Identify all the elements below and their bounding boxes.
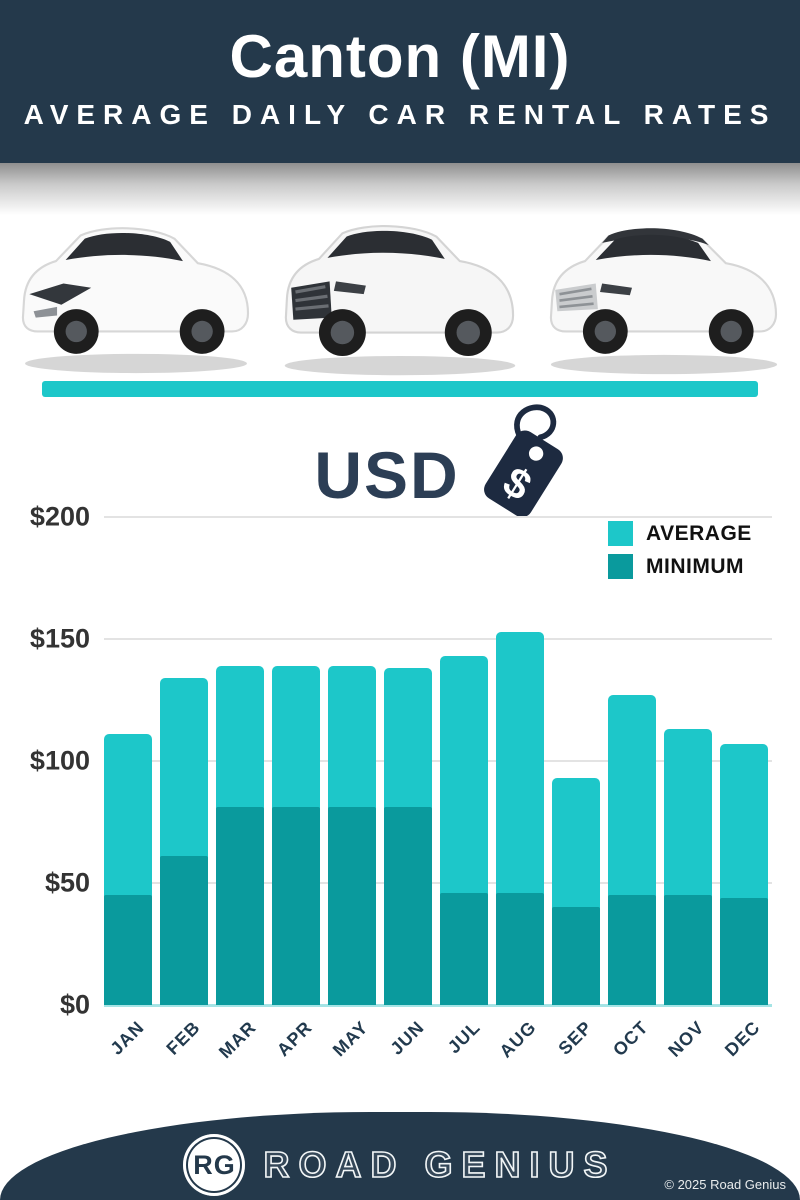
legend-item-minimum: MINIMUM: [608, 554, 752, 579]
minimum-bar-jul: [440, 892, 488, 1005]
gridline-100: [104, 760, 772, 762]
minimum-color-swatch: [608, 554, 633, 579]
header: Canton (MI) AVERAGE DAILY CAR RENTAL RAT…: [0, 0, 800, 163]
teal-divider: [42, 381, 758, 397]
x-axis-label-sep: SEP: [554, 1017, 597, 1059]
legend-item-average: AVERAGE: [608, 521, 752, 546]
crossover-car-image: [549, 228, 778, 375]
minimum-bar-may: [328, 807, 376, 1005]
header-shadow: [0, 163, 800, 215]
currency-row: USD $: [52, 402, 800, 527]
average-color-swatch: [608, 521, 633, 546]
bar-chart: AVERAGE MINIMUM $200 $150 $100 $50 $0 JAN FEB M…: [0, 502, 800, 1062]
x-axis-label-dec: DEC: [720, 1017, 765, 1061]
chart-legend: AVERAGE MINIMUM: [608, 521, 752, 587]
x-axis-label-jul: JUL: [443, 1017, 485, 1058]
footer: RG ROAD GENIUS © 2025 Road Genius: [0, 1112, 800, 1200]
x-axis-label-oct: OCT: [609, 1017, 653, 1061]
minimum-bar-aug: [496, 892, 544, 1005]
suv-car-image: [284, 225, 516, 376]
legend-label-average: AVERAGE: [646, 521, 752, 545]
minimum-bar-dec: [720, 897, 768, 1005]
x-axis-label-feb: FEB: [162, 1017, 205, 1059]
minimum-bar-oct: [608, 895, 656, 1005]
currency-label: USD: [314, 437, 460, 512]
gridline-50: [104, 882, 772, 884]
x-axis-label-may: MAY: [328, 1017, 373, 1061]
footer-brand-row: RG ROAD GENIUS: [0, 1134, 800, 1196]
y-axis-tick-100: $100: [29, 745, 90, 776]
minimum-bar-feb: [160, 856, 208, 1005]
x-axis-label-apr: APR: [272, 1017, 317, 1061]
minimum-bar-nov: [664, 895, 712, 1005]
x-axis-baseline: [104, 1004, 772, 1007]
x-axis-label-aug: AUG: [495, 1017, 541, 1062]
x-axis-label-jun: JUN: [386, 1017, 429, 1059]
minimum-bar-jun: [384, 807, 432, 1005]
gridline-150: [104, 638, 772, 640]
hatchback-car-image: [21, 227, 250, 374]
y-axis-tick-50: $50: [44, 867, 90, 898]
minimum-bar-apr: [272, 807, 320, 1005]
minimum-bar-mar: [216, 807, 264, 1005]
x-axis-label-nov: NOV: [664, 1017, 709, 1061]
gridline-200: [104, 516, 772, 518]
car-images-row: [0, 198, 800, 378]
x-axis-label-jan: JAN: [106, 1017, 149, 1059]
road-genius-logo-icon: RG: [183, 1134, 246, 1196]
page-title: Canton (MI): [229, 23, 571, 90]
logo-initials: RG: [193, 1149, 236, 1180]
y-axis-tick-200: $200: [29, 501, 90, 532]
copyright-text: © 2025 Road Genius: [664, 1177, 786, 1192]
x-axis-label-mar: MAR: [214, 1017, 261, 1063]
y-axis-tick-150: $150: [29, 623, 90, 654]
minimum-bar-sep: [552, 907, 600, 1005]
page-subtitle: AVERAGE DAILY CAR RENTAL RATES: [23, 99, 777, 130]
y-axis-tick-0: $0: [59, 989, 90, 1020]
brand-name: ROAD GENIUS: [263, 1143, 617, 1186]
legend-label-minimum: MINIMUM: [646, 554, 744, 578]
minimum-bar-jan: [104, 895, 152, 1005]
price-tag-icon: $: [483, 404, 563, 517]
